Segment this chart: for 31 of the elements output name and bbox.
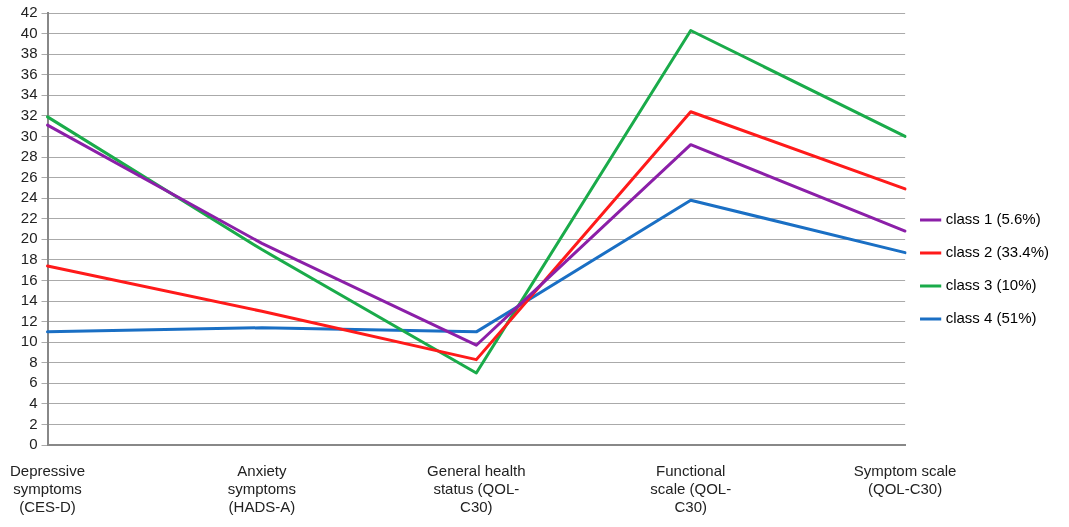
x-tick-label: Anxiety symptoms (HADS-A) [227,462,297,516]
y-tick-label: 30 [20,126,38,144]
y-tick-label: 2 [29,414,38,432]
y-tick-label: 4 [29,394,38,411]
y-tick-label: 38 [20,44,38,62]
y-tick-label: 26 [20,167,38,185]
y-tick-label: 32 [20,106,38,123]
y-tick-label: 14 [20,291,38,309]
x-tick-label: Functional scale (QOL-C30) [650,462,732,516]
y-tick-label: 20 [20,229,38,247]
y-tick-label: 6 [29,373,38,391]
legend-label: class 2 (33.4%) [945,243,1049,261]
legend-label: class 4 (51%) [945,309,1037,327]
x-tick-label: General health status (QOL-C30) [427,462,526,516]
y-tick-label: 22 [20,208,38,226]
y-tick-label: 34 [20,85,38,103]
y-tick-label: 42 [20,3,38,21]
y-tick-label: 12 [20,311,38,329]
y-tick-label: 36 [20,64,38,82]
y-tick-label: 40 [20,23,38,41]
y-tick-label: 18 [20,250,38,267]
legend-label: class 3 (10%) [945,276,1037,294]
y-tick-label: 24 [20,188,38,206]
x-tick-label: Symptom scale (QOL-C30) [853,462,957,498]
x-tick-label: Depressive symptoms (CES-D) [10,462,86,516]
y-tick-label: 8 [29,352,38,370]
legend-label: class 1 (5.6%) [945,210,1041,228]
y-tick-label: 16 [20,270,38,288]
y-tick-label: 0 [29,435,38,453]
y-tick-label: 10 [20,332,38,350]
y-tick-label: 28 [20,147,38,165]
